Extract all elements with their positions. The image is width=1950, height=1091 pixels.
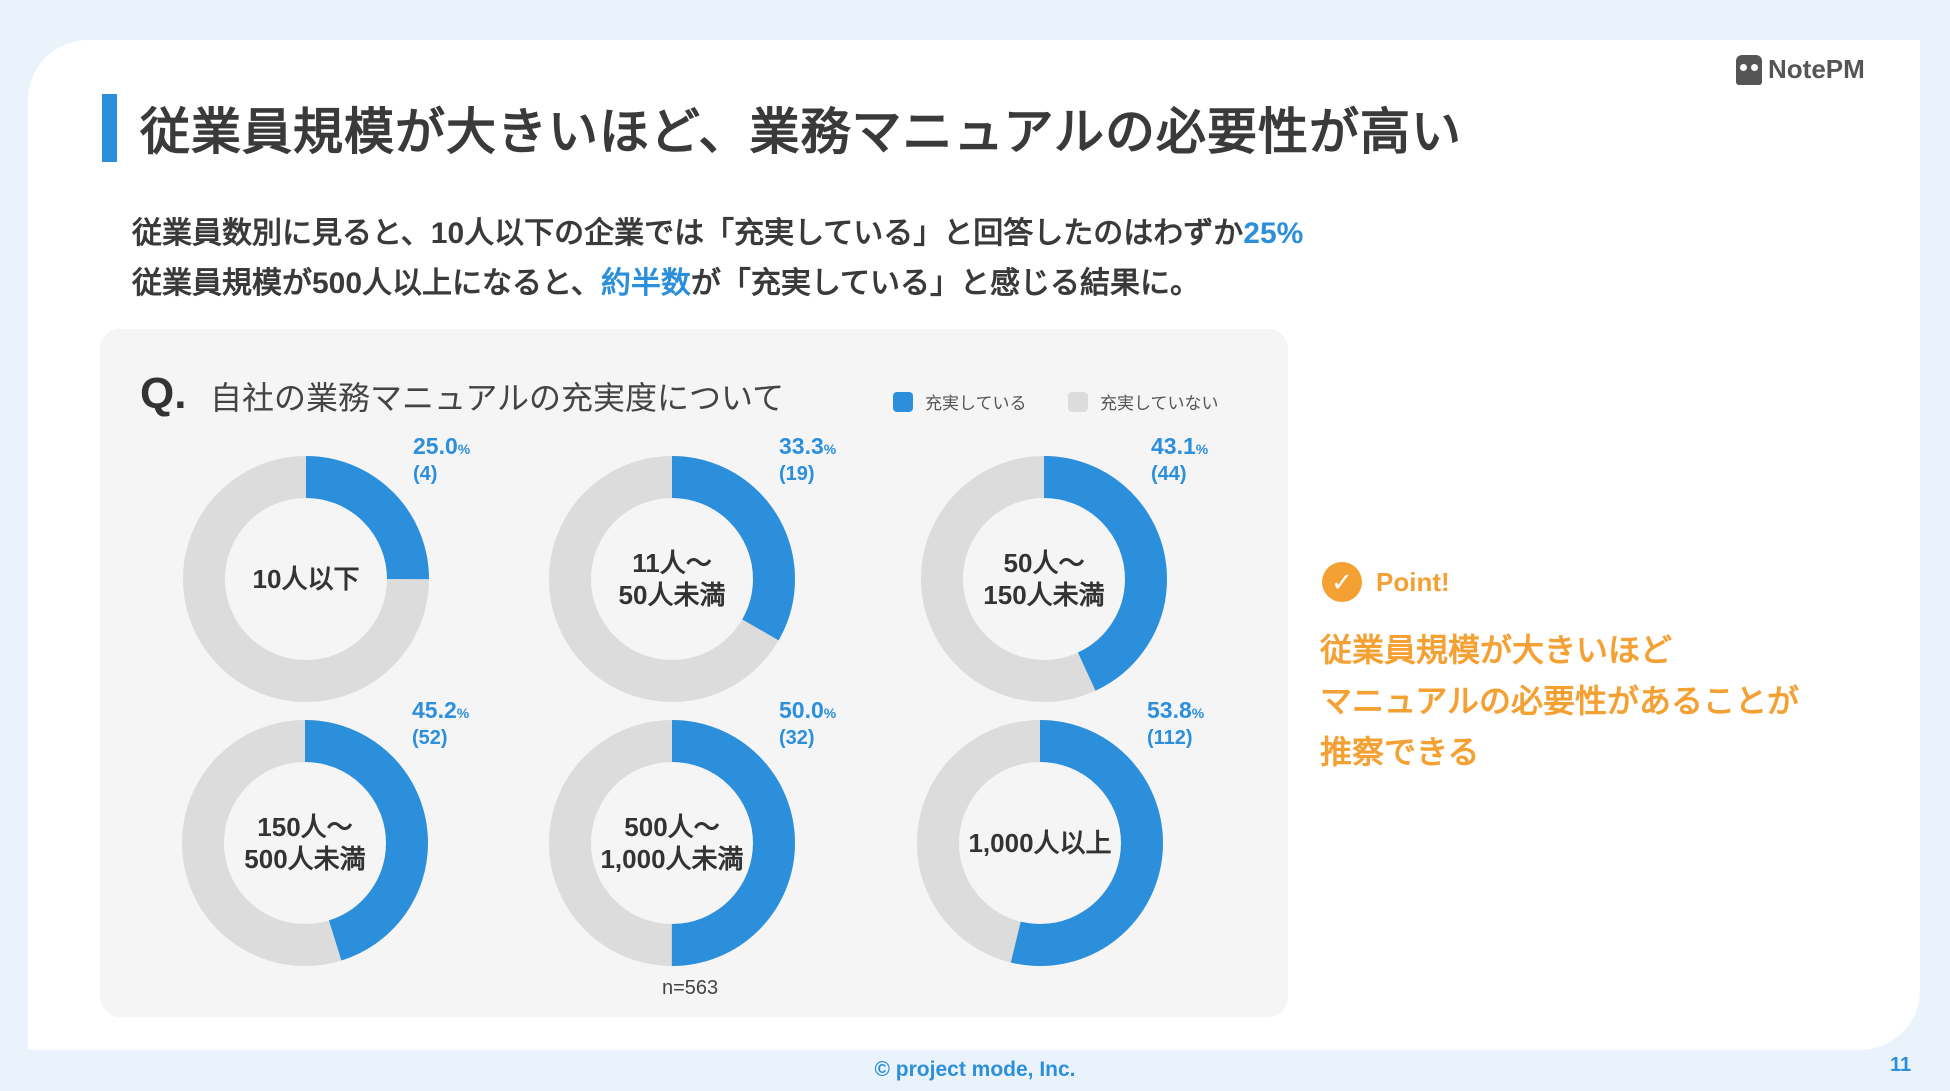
donut-value-label: 25.0% [413,433,470,460]
value-unit: % [823,705,837,721]
category-label-line: 10人以下 [252,564,360,594]
brand-logo: NotePM [1736,54,1865,85]
legend-swatch-rest [1068,391,1088,412]
category-label-line: 500人未満 [244,844,366,874]
lead-line-1-text: 従業員数別に見ると、10人以下の企業では「充実している」と回答したのはわずか [132,217,1244,250]
donut-category-label: 500人〜 1,000人未満 [600,811,743,875]
donut-category-label: 1,000人以上 [968,827,1111,859]
donut-chart-5 [549,720,795,966]
donut-count-label: (32) [779,727,815,749]
category-label-line: 50人未満 [618,580,726,610]
donut-chart-6 [917,720,1163,966]
legend-label-filled: 充実している [925,394,1027,413]
sample-size-note: n=563 [662,977,719,999]
value-unit: % [1191,705,1205,721]
value-number: 45.2 [412,697,457,723]
lead-line-1-highlight: 25% [1243,217,1304,250]
lead-line-2-tail: が「充実している」と感じる結果に。 [690,267,1200,300]
lead-line-2-highlight: 約半数 [600,267,691,300]
donut-value-label: 50.0% [779,697,836,724]
donut-count-label: (112) [1147,727,1193,749]
point-header: ✓ Point! [1322,562,1450,602]
page-number: 11 [1890,1054,1912,1076]
donut-filled-slice [917,720,1163,966]
donut-count-label: (4) [413,463,438,485]
title-accent-bar [102,94,117,162]
donut-filled-slice [182,720,428,966]
donut-category-label: 11人〜 50人未満 [619,547,726,611]
donut-chart-2 [549,456,795,702]
value-unit: % [457,441,471,457]
donut-category-label: 50人〜 150人未満 [983,547,1104,611]
donut-chart-4 [182,720,428,966]
donut-filled-slice [549,456,795,702]
legend-item-filled: 充実している [893,389,1027,414]
category-label-line: 150人〜 [257,812,353,842]
category-label-line: 1,000人未満 [600,844,744,874]
category-label-line: 1,000人以上 [968,828,1112,858]
question-marker: Q. [140,369,187,418]
owl-logo-icon [1736,54,1762,85]
donut-value-label: 33.3% [779,433,836,460]
donut-filled-slice [549,720,795,966]
lead-line-2-text: 従業員規模が500人以上になると、 [132,267,601,300]
page-title: 従業員規模が大きいほど、業務マニュアルの必要性が高い [140,104,1462,160]
donut-filled-slice [183,456,429,702]
point-label: Point! [1376,566,1450,597]
value-unit: % [1195,441,1209,457]
donut-chart-1 [183,456,429,702]
point-line-3: 推察できる [1320,734,1480,770]
footer-copyright: © project mode, Inc. [874,1058,1076,1081]
category-label-line: 11人〜 [632,548,712,578]
chart-panel: Q. 自社の業務マニュアルの充実度について 充実している 充実していない 25.… [100,329,1288,1017]
legend-item-rest: 充実していない [1068,389,1219,414]
question-text: 自社の業務マニュアルの充実度について [210,380,785,416]
donut-count-label: (44) [1151,463,1187,485]
value-number: 43.1 [1151,433,1196,459]
legend-label-rest: 充実していない [1100,394,1219,413]
donut-category-label: 10人以下 [253,563,360,595]
value-unit: % [823,441,837,457]
legend-swatch-filled [893,391,913,412]
donut-value-label: 45.2% [412,697,469,724]
point-text: 従業員規模が大きいほど マニュアルの必要性があることが 推察できる [1320,625,1799,778]
donut-value-label: 53.8% [1147,697,1204,724]
donut-count-label: (52) [412,727,448,749]
category-label-line: 50人〜 [1003,548,1085,578]
donut-chart-3 [921,456,1167,702]
lead-line-1: 従業員数別に見ると、10人以下の企業では「充実している」と回答したのはわずか25… [132,208,1303,252]
value-unit: % [456,705,470,721]
point-line-1: 従業員規模が大きいほど [1320,632,1673,668]
lead-line-2: 従業員規模が500人以上になると、約半数が「充実している」と感じる結果に。 [132,258,1200,302]
donut-filled-slice [921,456,1167,702]
donut-count-label: (19) [779,463,815,485]
check-icon: ✓ [1322,562,1362,602]
value-number: 25.0 [413,433,458,459]
value-number: 53.8 [1147,697,1192,723]
category-label-line: 150人未満 [983,580,1105,610]
point-line-2: マニュアルの必要性があることが [1320,683,1800,719]
donut-category-label: 150人〜 500人未満 [244,811,365,875]
brand-name: NotePM [1768,54,1865,84]
donut-value-label: 43.1% [1151,433,1208,460]
category-label-line: 500人〜 [624,812,720,842]
value-number: 33.3 [779,433,824,459]
value-number: 50.0 [779,697,824,723]
